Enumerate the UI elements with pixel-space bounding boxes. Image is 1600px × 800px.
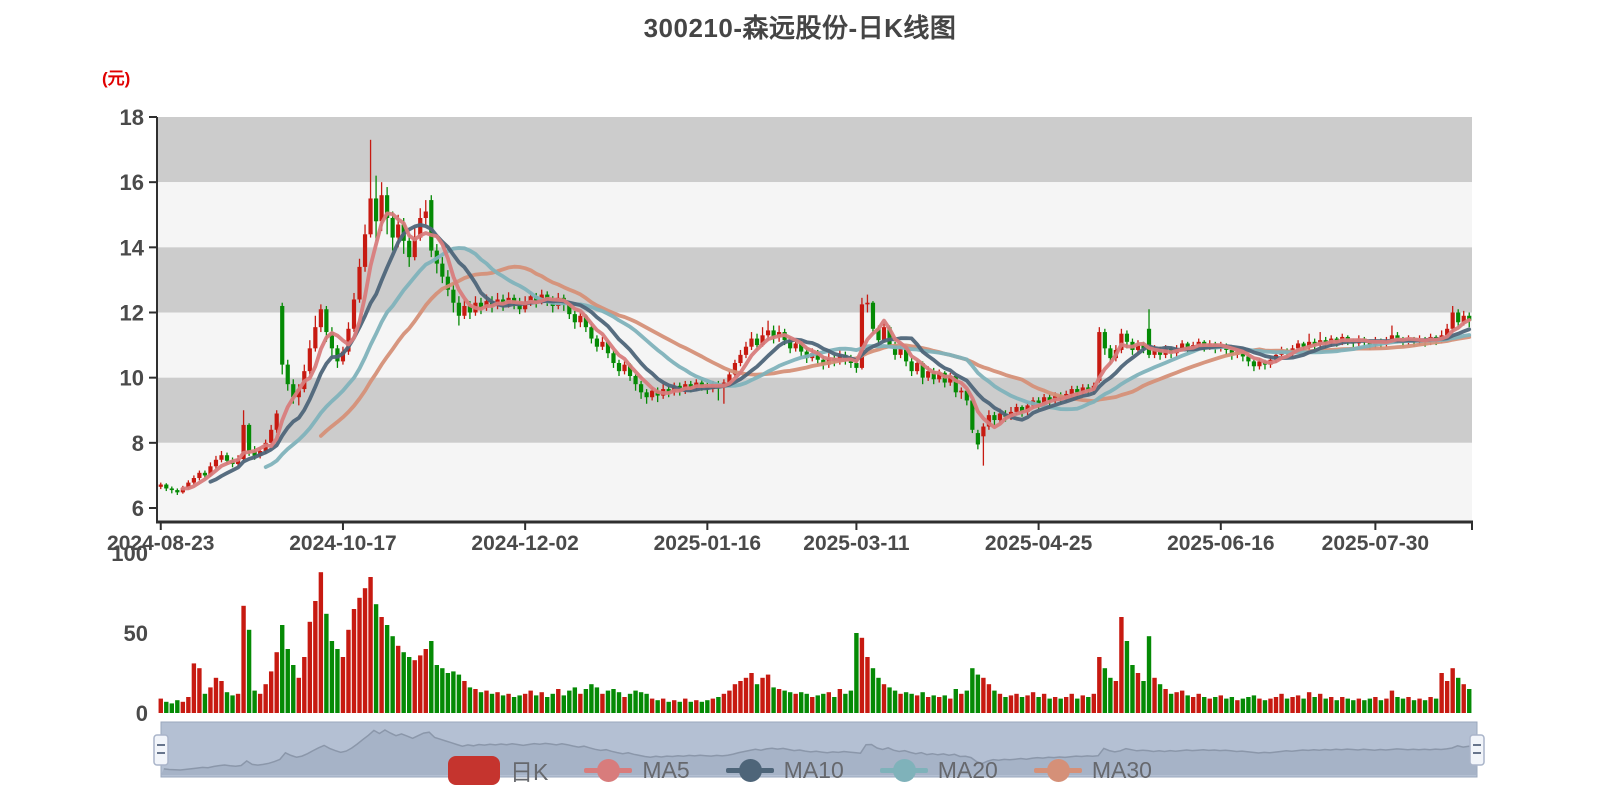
legend-dot-glyph (1046, 758, 1070, 782)
line-dot-legend-icon (725, 756, 774, 785)
svg-text:2024-10-17: 2024-10-17 (289, 532, 396, 555)
legend-label: MA20 (937, 756, 998, 783)
svg-text:14: 14 (120, 235, 145, 260)
svg-text:6: 6 (132, 496, 144, 521)
legend-item-ma30[interactable]: MA30 (1033, 756, 1152, 785)
background-bands (158, 117, 1472, 521)
moving-average-lines (180, 211, 1472, 491)
page-title: 300210-森远股份-日K线图 (643, 13, 957, 43)
navigator-left-handle[interactable] (153, 734, 169, 766)
svg-text:18: 18 (120, 105, 144, 130)
volume-pane[interactable] (158, 572, 1472, 713)
legend-label: 日K (510, 759, 549, 785)
legend-label: MA30 (1091, 756, 1152, 783)
legend-label: MA5 (642, 756, 690, 783)
ma-line-ma5 (180, 211, 1472, 491)
legend-item-日k[interactable]: 日K (448, 753, 548, 787)
svg-text:100: 100 (111, 541, 148, 566)
y-axis-unit-label: (元) (102, 69, 131, 88)
line-dot-legend-icon (1033, 756, 1082, 785)
legend-dot-glyph (892, 758, 916, 782)
legend-dot-glyph (597, 758, 621, 782)
ma-line-ma10 (208, 222, 1472, 484)
legend-item-ma5[interactable]: MA5 (584, 756, 690, 785)
line-dot-legend-icon (584, 756, 633, 785)
svg-text:2025-06-16: 2025-06-16 (1167, 532, 1274, 555)
svg-text:10: 10 (120, 366, 144, 391)
svg-text:8: 8 (132, 431, 144, 456)
candlestick-legend-icon (448, 755, 501, 785)
navigator-right-handle[interactable] (1469, 734, 1485, 766)
svg-text:50: 50 (124, 621, 148, 646)
ma-line-ma20 (263, 246, 1472, 470)
legend-item-ma20[interactable]: MA20 (879, 756, 998, 785)
svg-text:2025-07-30: 2025-07-30 (1322, 532, 1429, 555)
line-dot-legend-icon (879, 756, 928, 785)
svg-text:2025-01-16: 2025-01-16 (654, 532, 761, 555)
svg-text:2025-04-25: 2025-04-25 (985, 532, 1093, 555)
svg-text:16: 16 (120, 170, 144, 195)
legend-dot-glyph (738, 758, 762, 782)
svg-text:2025-03-11: 2025-03-11 (803, 532, 910, 555)
legend: 日K MA5 MA10 MA20 MA30 (0, 753, 1600, 787)
svg-text:0: 0 (136, 701, 148, 726)
svg-text:2024-12-02: 2024-12-02 (471, 532, 578, 555)
legend-label: MA10 (783, 756, 844, 783)
legend-item-ma10[interactable]: MA10 (725, 756, 844, 785)
axes: 18 16 14 12 10 8 6 2024-08-23 2024-10-17 2024-12-… (107, 105, 1473, 726)
svg-text:2024-08-23: 2024-08-23 (107, 532, 214, 555)
svg-text:12: 12 (120, 301, 144, 326)
